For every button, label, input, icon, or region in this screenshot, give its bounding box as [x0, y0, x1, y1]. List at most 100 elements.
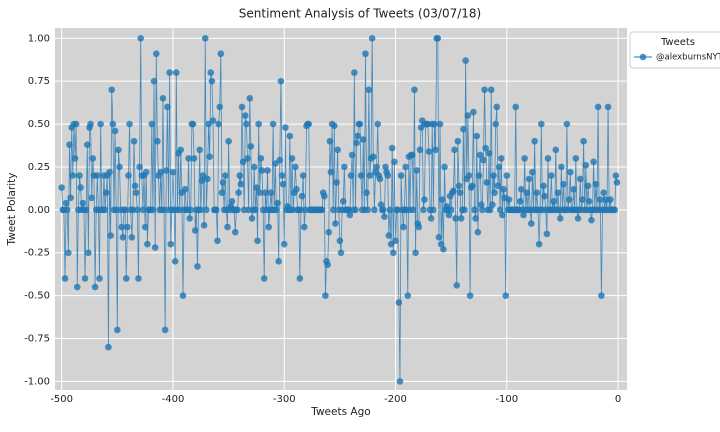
data-point [186, 215, 193, 222]
data-point [397, 172, 405, 179]
data-point [574, 215, 582, 222]
y-tick-label: 0.75 [28, 76, 50, 87]
data-point [265, 223, 272, 231]
data-point [412, 249, 419, 257]
data-point [215, 120, 222, 128]
data-point [612, 172, 620, 179]
data-point [318, 206, 326, 214]
data-point [452, 215, 459, 222]
chart-title: Sentiment Analysis of Tweets (03/07/18) [239, 7, 481, 21]
data-point [288, 155, 296, 162]
data-point [527, 220, 535, 227]
data-point [337, 249, 345, 257]
data-point [346, 211, 354, 219]
data-point [194, 263, 201, 270]
data-point [483, 179, 491, 186]
data-point [381, 213, 388, 221]
data-point [171, 258, 179, 265]
data-point [364, 206, 372, 214]
data-point [67, 194, 74, 202]
data-point [333, 179, 340, 186]
data-point [272, 160, 279, 167]
legend-label: @alexburnsNYT [656, 53, 720, 63]
data-point [435, 234, 443, 241]
data-point [89, 155, 97, 162]
data-point [512, 103, 520, 111]
data-point [217, 50, 225, 58]
data-point [438, 196, 446, 203]
data-point [525, 175, 533, 183]
data-point [101, 206, 109, 214]
data-point [228, 197, 236, 205]
data-point [141, 223, 149, 231]
data-point [592, 180, 600, 188]
data-point [126, 120, 133, 128]
data-point [455, 182, 463, 190]
data-point [256, 189, 264, 197]
data-point [298, 192, 306, 200]
data-point [445, 211, 453, 219]
data-point [63, 206, 71, 214]
data-point [451, 146, 458, 154]
x-tick-label: -400 [162, 394, 185, 405]
data-point [505, 196, 513, 203]
data-point [109, 120, 117, 128]
data-point [396, 378, 404, 385]
data-point [404, 292, 412, 299]
data-point [351, 69, 358, 76]
data-point [132, 189, 140, 197]
data-point [471, 206, 478, 214]
data-point [248, 215, 256, 222]
data-point [494, 182, 502, 190]
data-point [62, 199, 70, 207]
data-point [224, 223, 231, 231]
data-point [218, 189, 226, 197]
data-point [190, 155, 198, 162]
data-point [198, 177, 206, 184]
data-point [91, 283, 99, 291]
data-point [479, 206, 486, 214]
data-point [457, 215, 465, 222]
data-point [550, 197, 557, 205]
data-point [521, 155, 528, 162]
data-point [400, 223, 407, 231]
data-point [348, 151, 356, 159]
data-point [432, 146, 439, 154]
data-point [201, 34, 209, 42]
x-tick-label: -300 [273, 394, 296, 405]
data-point [339, 197, 347, 205]
data-point [331, 122, 338, 130]
data-point [262, 189, 269, 197]
data-point [278, 172, 286, 179]
data-point [421, 196, 428, 203]
data-point [130, 137, 138, 145]
data-point [241, 112, 249, 119]
data-point [118, 223, 126, 231]
data-point [279, 180, 287, 188]
data-point [473, 132, 481, 140]
data-point [71, 155, 79, 162]
data-point [499, 211, 506, 219]
data-point [164, 103, 171, 111]
data-point [466, 292, 474, 299]
data-point [106, 168, 113, 176]
data-point [474, 228, 482, 236]
data-point [282, 124, 289, 131]
data-point [83, 141, 91, 148]
data-point [356, 120, 364, 128]
data-point [496, 206, 504, 214]
data-point [517, 185, 525, 193]
data-point [411, 86, 418, 94]
data-point [105, 343, 112, 351]
data-point [102, 189, 110, 197]
data-point [273, 206, 280, 214]
data-point [181, 185, 189, 193]
data-point [252, 206, 259, 214]
data-point [157, 168, 165, 176]
data-point [61, 275, 69, 282]
data-point [347, 172, 355, 179]
data-point [253, 184, 260, 191]
data-point [296, 275, 304, 282]
data-point [369, 153, 377, 160]
